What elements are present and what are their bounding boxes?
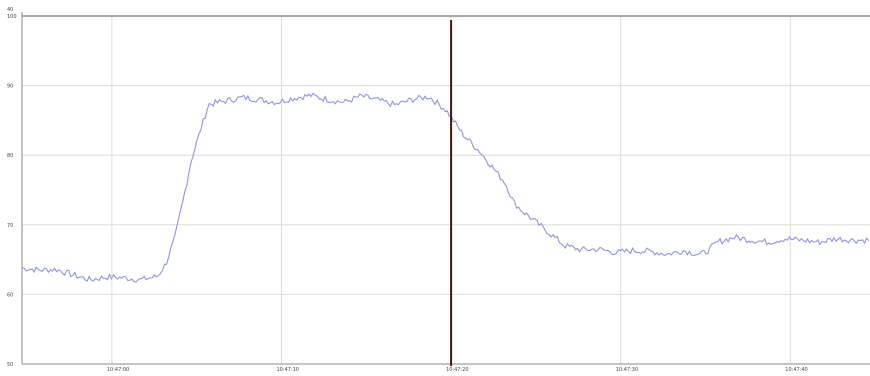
- x-tick-label: 10:47:10: [276, 367, 298, 373]
- x-tick-label: 10:47:00: [107, 367, 129, 373]
- y-tick-label: 80: [7, 153, 13, 159]
- x-tick-label: 10:47:30: [616, 367, 638, 373]
- y-tick-label: 50: [7, 362, 13, 368]
- y-tick-label: 100: [7, 14, 17, 20]
- series-line-0: [21, 92, 870, 283]
- tick-labels: 100 90 80 70 60 50 40 10:47:00 10:47:10 10:47:20 1…: [7, 7, 808, 373]
- x-tick-label: 10:47:20: [446, 367, 468, 373]
- y-tick-label: 70: [7, 223, 13, 229]
- x-tick-label: 10:47:40: [785, 367, 807, 373]
- series-layer: [21, 92, 870, 283]
- y-top-label: 40: [7, 7, 13, 13]
- y-tick-label: 60: [7, 292, 13, 298]
- axes: [21, 12, 870, 365]
- gridlines: [22, 16, 870, 364]
- y-tick-label: 90: [7, 84, 13, 90]
